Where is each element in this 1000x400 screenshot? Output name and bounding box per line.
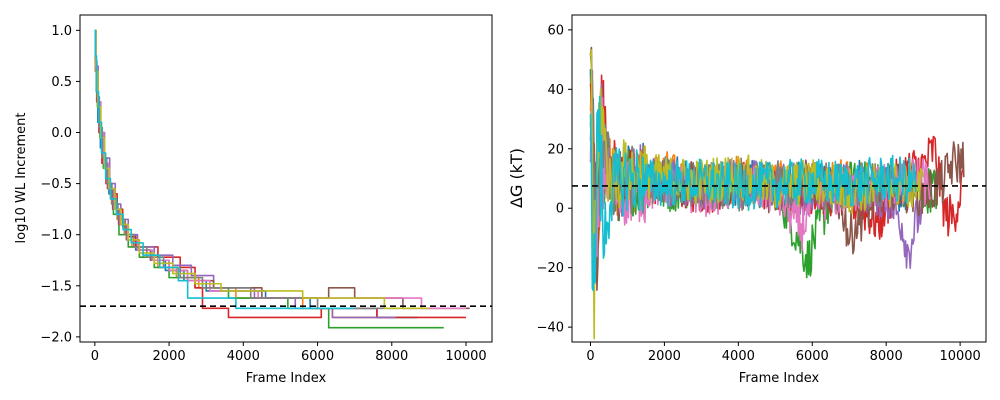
- x-tick-label: 6000: [301, 349, 334, 364]
- x-tick-label: 0: [586, 349, 594, 364]
- left-xlabel: Frame Index: [246, 371, 327, 386]
- left-xticks: 0 2000 4000 6000 8000 10000: [91, 342, 487, 364]
- y-tick-label: −0.5: [40, 177, 72, 192]
- y-tick-label: −20: [537, 261, 564, 276]
- x-tick-label: 6000: [796, 349, 829, 364]
- x-tick-label: 10000: [939, 349, 980, 364]
- right-ylabel: ΔG (kT): [507, 148, 526, 208]
- x-tick-label: 8000: [870, 349, 903, 364]
- y-tick-label: 20: [547, 142, 564, 157]
- left-plot-frame: [79, 14, 493, 343]
- x-tick-label: 10000: [445, 349, 486, 364]
- series-line-9: [94, 29, 355, 310]
- x-tick-label: 2000: [153, 349, 186, 364]
- x-tick-label: 2000: [648, 349, 681, 364]
- right-chart: 0 2000 4000 6000 8000 10000 60 40 20 0 −20 −40 Fra…: [507, 14, 987, 386]
- right-yticks: 60 40 20 0 −20 −40: [537, 23, 572, 336]
- left-yticks: 1.0 0.5 0.0 −0.5 −1.0 −1.5 −2.0: [40, 24, 80, 345]
- x-tick-label: 4000: [722, 349, 755, 364]
- y-tick-label: 1.0: [51, 24, 72, 39]
- left-chart: 0 2000 4000 6000 8000 10000 1.0 0.5 0.0 −0.5 −1.0…: [14, 14, 493, 386]
- x-tick-label: 4000: [227, 349, 260, 364]
- series-line-9: [589, 95, 917, 292]
- x-tick-label: 8000: [375, 349, 408, 364]
- y-tick-label: −1.5: [40, 279, 72, 294]
- right-series-layer: [589, 46, 965, 340]
- x-tick-label: 0: [91, 349, 99, 364]
- y-tick-label: 0: [556, 202, 564, 217]
- y-tick-label: 0.5: [51, 75, 72, 90]
- right-plot-frame: [571, 14, 987, 343]
- y-tick-label: 40: [547, 83, 564, 98]
- series-line-8: [94, 29, 429, 310]
- right-xticks: 0 2000 4000 6000 8000 10000: [586, 342, 981, 364]
- left-ylabel: log10 WL Increment: [14, 113, 29, 244]
- right-xlabel: Frame Index: [739, 371, 820, 386]
- y-tick-label: −2.0: [40, 330, 72, 345]
- y-tick-label: −1.0: [40, 228, 72, 243]
- y-tick-label: 0.0: [51, 126, 72, 141]
- y-tick-label: 60: [547, 23, 564, 38]
- left-series-layer: [94, 29, 470, 329]
- y-tick-label: −40: [537, 321, 564, 336]
